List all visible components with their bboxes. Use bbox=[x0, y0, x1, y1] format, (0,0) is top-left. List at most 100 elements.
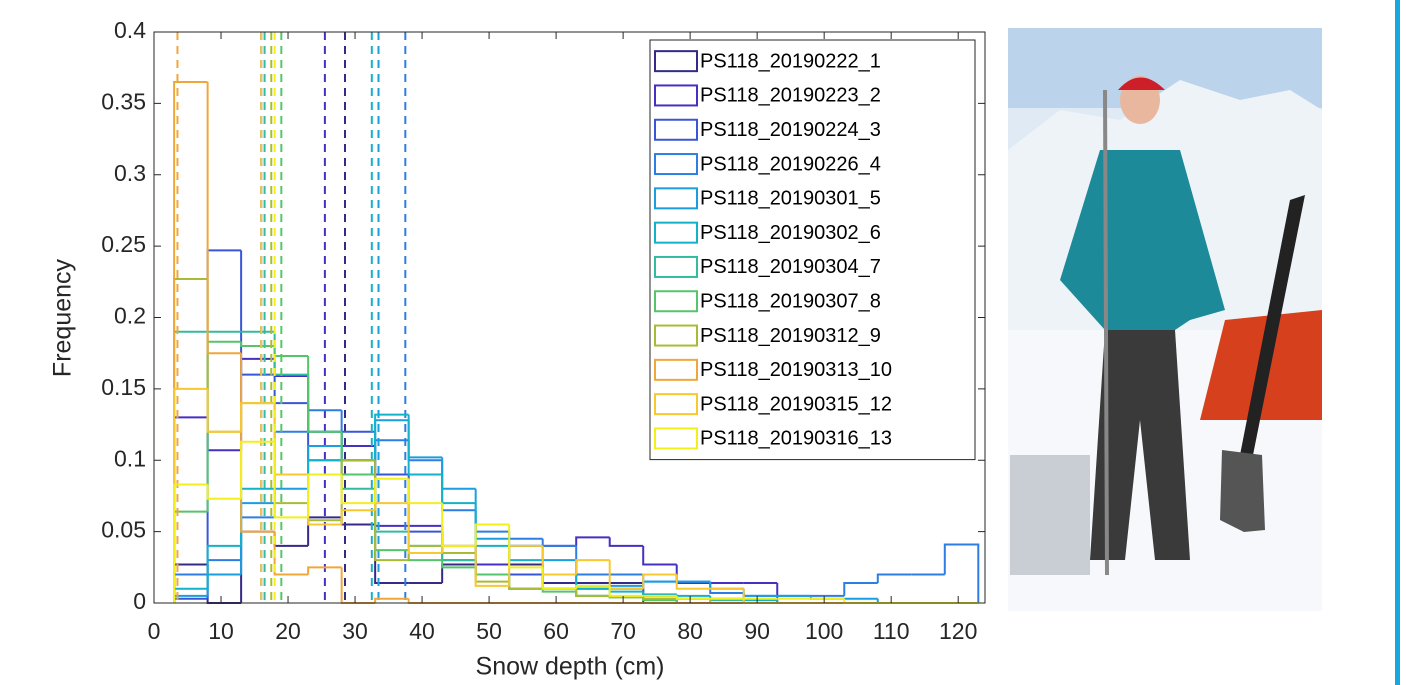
histogram-step bbox=[608, 537, 644, 547]
y-tick-label: 0 bbox=[133, 588, 146, 614]
histogram-step bbox=[575, 536, 610, 546]
legend-label: PS118_20190302_6 bbox=[700, 222, 881, 244]
histogram-step bbox=[206, 388, 242, 433]
x-tick-label: 80 bbox=[677, 618, 703, 644]
histogram-step bbox=[340, 509, 376, 525]
x-tick-label: 50 bbox=[476, 618, 502, 644]
y-tick-label: 0.35 bbox=[101, 88, 146, 114]
y-tick-label: 0.2 bbox=[114, 303, 146, 329]
histogram-step bbox=[876, 573, 912, 584]
y-tick-label: 0.3 bbox=[114, 160, 146, 186]
histogram-step bbox=[508, 524, 543, 569]
histogram-step bbox=[608, 585, 644, 597]
legend-box bbox=[649, 39, 976, 461]
legend-swatch bbox=[654, 255, 698, 278]
legend-label: PS118_20190313_10 bbox=[700, 359, 892, 381]
x-tick-label: 70 bbox=[610, 618, 636, 644]
photo-hat bbox=[1118, 77, 1165, 90]
legend-label: PS118_20190307_8 bbox=[700, 291, 881, 313]
histogram-step bbox=[943, 543, 980, 603]
histogram-step bbox=[240, 341, 275, 348]
x-tick-label: 10 bbox=[208, 618, 234, 644]
x-tick-label: 100 bbox=[805, 618, 843, 644]
histogram-step bbox=[642, 597, 677, 600]
legend-swatch bbox=[654, 427, 698, 450]
histogram-step bbox=[307, 356, 342, 433]
legend-label: PS118_20190223_2 bbox=[700, 85, 881, 107]
histogram-step bbox=[240, 440, 275, 499]
photo-box bbox=[1010, 455, 1090, 575]
legend-swatch bbox=[654, 324, 698, 347]
photo-jacket bbox=[1060, 150, 1225, 330]
photo bbox=[1008, 28, 1322, 611]
histogram-step bbox=[273, 531, 309, 576]
histogram-step bbox=[675, 574, 711, 590]
histogram-step bbox=[441, 503, 476, 547]
legend-swatch bbox=[654, 393, 698, 416]
histogram-step bbox=[474, 545, 510, 587]
photo-shovel-handle bbox=[1240, 195, 1305, 460]
legend-swatch bbox=[654, 187, 698, 210]
histogram-step bbox=[575, 584, 610, 589]
x-tick-label: 90 bbox=[744, 618, 770, 644]
x-tick-label: 40 bbox=[409, 618, 435, 644]
x-tick-label: 30 bbox=[342, 618, 368, 644]
legend-swatch bbox=[654, 50, 698, 73]
histogram-step bbox=[206, 484, 242, 500]
photo-shovel-blade bbox=[1220, 450, 1265, 532]
histogram-step bbox=[675, 595, 711, 600]
histogram-step bbox=[340, 474, 376, 505]
legend-label: PS118_20190301_5 bbox=[700, 188, 881, 210]
histogram-step bbox=[407, 478, 443, 505]
histogram-step bbox=[642, 545, 677, 566]
legend-swatch bbox=[654, 358, 698, 381]
y-tick-label: 0.25 bbox=[101, 231, 146, 257]
histogram-step bbox=[474, 523, 510, 546]
plot-area: PS118_20190222_1 PS118_20190223_2 PS118_20… bbox=[153, 31, 986, 604]
histogram-step bbox=[575, 559, 610, 575]
legend-label: PS118_20190304_7 bbox=[700, 256, 881, 278]
legend-swatch bbox=[654, 221, 698, 244]
legend-label: PS118_20190315_12 bbox=[700, 393, 892, 415]
y-tick-label: 0.15 bbox=[101, 374, 146, 400]
histogram-step bbox=[307, 473, 342, 518]
histogram-step bbox=[843, 582, 878, 596]
legend-swatch bbox=[654, 84, 698, 107]
x-tick-label: 0 bbox=[148, 618, 161, 644]
histogram-step bbox=[374, 477, 409, 504]
histogram-step bbox=[541, 567, 577, 590]
legend-swatch bbox=[654, 153, 698, 176]
legend-label: PS118_20190224_3 bbox=[700, 119, 881, 141]
legend-label: PS118_20190222_1 bbox=[700, 50, 881, 72]
side-bar bbox=[1395, 0, 1400, 685]
y-tick-label: 0.4 bbox=[114, 17, 146, 43]
x-tick-label: 120 bbox=[939, 618, 977, 644]
histogram-step bbox=[374, 597, 409, 603]
histogram-step bbox=[206, 544, 242, 589]
histogram-step bbox=[642, 591, 677, 596]
legend-label: PS118_20190312_9 bbox=[700, 325, 881, 347]
histogram-step bbox=[441, 560, 476, 569]
histogram-step bbox=[374, 413, 409, 461]
histogram-step bbox=[575, 588, 610, 597]
legend-label: PS118_20190226_4 bbox=[700, 153, 881, 175]
histogram-step bbox=[407, 503, 443, 555]
histogram-step bbox=[240, 402, 275, 432]
x-axis-label: Snow depth (cm) bbox=[476, 653, 665, 681]
histogram-step bbox=[642, 573, 677, 589]
legend: PS118_20190222_1 PS118_20190223_2 PS118_20… bbox=[649, 39, 976, 461]
histogram-step bbox=[173, 483, 208, 603]
histogram-step bbox=[307, 566, 342, 575]
y-tick-label: 0.1 bbox=[114, 445, 146, 471]
x-tick-label: 110 bbox=[873, 618, 910, 644]
x-tick-label: 20 bbox=[275, 618, 301, 644]
y-tick-label: 0.05 bbox=[101, 517, 146, 543]
histogram-step bbox=[407, 414, 443, 476]
photo-trousers bbox=[1090, 330, 1190, 560]
y-axis-label: Frequency bbox=[49, 258, 77, 377]
legend-swatch bbox=[654, 118, 698, 141]
photo-probe bbox=[1103, 89, 1109, 576]
x-tick-label: 60 bbox=[543, 618, 569, 644]
